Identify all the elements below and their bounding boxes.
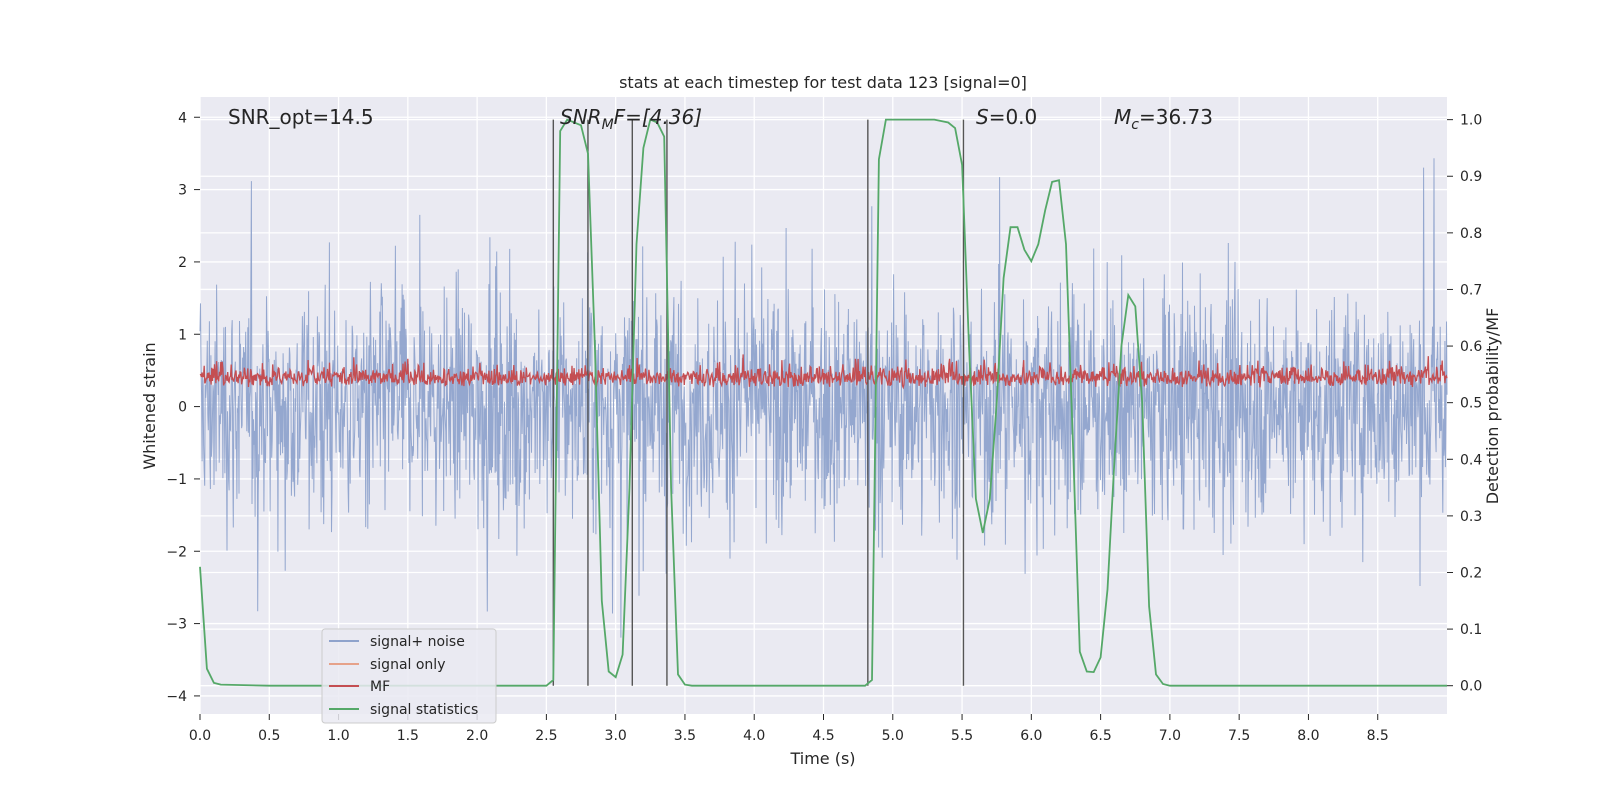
- y-tick-label: 4: [178, 110, 187, 126]
- x-tick-label: 5.0: [882, 728, 904, 744]
- x-tick-label: 1.0: [327, 728, 349, 744]
- mc-base: M: [1114, 105, 1131, 129]
- y2-tick-label: 0.4: [1460, 452, 1482, 468]
- y2-tick-label: 0.7: [1460, 282, 1482, 298]
- x-tick-label: 6.5: [1089, 728, 1111, 744]
- annotation-snr-opt: SNR_opt=14.5: [228, 105, 374, 129]
- x-tick-label: 2.5: [535, 728, 557, 744]
- x-tick-label: 0.0: [189, 728, 211, 744]
- y-tick-label: 2: [178, 255, 187, 271]
- x-axis-label: Time (s): [789, 749, 855, 768]
- y-tick-label: −1: [166, 472, 187, 488]
- y2-tick-label: 0.1: [1460, 622, 1482, 638]
- legend: signal+ noise signal only MF signal stat…: [321, 628, 497, 724]
- y-ticks: 4 3 2 1 0 −1 −2 −3 −4: [166, 110, 200, 705]
- x-tick-label: 3.0: [605, 728, 627, 744]
- y2-tick-label: 0.5: [1460, 396, 1482, 412]
- y2-tick-label: 0.6: [1460, 339, 1482, 355]
- legend-box: [321, 628, 497, 724]
- mf-line: [199, 354, 1448, 390]
- y-tick-label: 3: [178, 183, 187, 199]
- y2-tick-label: 0.0: [1460, 679, 1482, 695]
- annotation-snr-mf: SNRMF=[4.36]: [560, 105, 702, 133]
- chart-title: stats at each timestep for test data 123…: [619, 73, 1027, 92]
- snr-mf-sub: M: [602, 117, 614, 133]
- legend-label-signal-statistics: signal statistics: [370, 702, 478, 718]
- y2-tick-label: 0.8: [1460, 226, 1482, 242]
- x-ticks: 0.0 0.5 1.0 1.5 2.0 2.5 3.0 3.5 4.0 4.5 5.0 5.5 6.0 6…: [189, 714, 1389, 744]
- legend-label-signal-noise: signal+ noise: [370, 634, 465, 650]
- signal-noise-line: [199, 158, 1448, 638]
- y2-tick-label: 0.3: [1460, 509, 1482, 525]
- x-tick-label: 3.5: [674, 728, 696, 744]
- s-rest: =0.0: [989, 105, 1038, 129]
- x-tick-label: 4.5: [812, 728, 834, 744]
- y2-tick-label: 1.0: [1460, 113, 1482, 129]
- y-axis-label: Whitened strain: [140, 342, 159, 469]
- snr-mf-rest: F=[4.36]: [614, 105, 702, 129]
- y-tick-label: 0: [178, 400, 187, 416]
- signal-statistics-line: [199, 118, 1447, 687]
- legend-label-mf: MF: [370, 679, 390, 695]
- y2-ticks: 1.0 0.9 0.8 0.7 0.6 0.5 0.4 0.3 0.2 0.1 0.0: [1447, 113, 1482, 695]
- s-italic: S: [976, 105, 989, 129]
- x-tick-label: 7.0: [1159, 728, 1181, 744]
- mc-rest: =36.73: [1139, 105, 1213, 129]
- x-tick-label: 1.5: [397, 728, 419, 744]
- mf-series: [199, 354, 1448, 390]
- y2-tick-label: 0.2: [1460, 565, 1482, 581]
- y2-axis-label: Detection probability/MF: [1483, 308, 1502, 505]
- x-tick-label: 4.0: [743, 728, 765, 744]
- y-tick-label: −4: [166, 689, 187, 705]
- y-tick-label: 1: [178, 327, 187, 343]
- x-tick-label: 0.5: [258, 728, 280, 744]
- x-tick-label: 2.0: [466, 728, 488, 744]
- x-tick-label: 7.5: [1228, 728, 1250, 744]
- signal-noise-series: [199, 158, 1448, 638]
- y2-tick-label: 0.9: [1460, 169, 1482, 185]
- x-tick-label: 8.0: [1297, 728, 1319, 744]
- annotation-mc: Mc=36.73: [1114, 105, 1213, 133]
- annotation-s: S=0.0: [976, 105, 1037, 129]
- snr-mf-base: SNR: [560, 105, 602, 129]
- y-tick-label: −2: [166, 544, 187, 560]
- x-tick-label: 6.0: [1020, 728, 1042, 744]
- y-tick-label: −3: [166, 617, 187, 633]
- x-tick-label: 5.5: [951, 728, 973, 744]
- mc-sub: c: [1131, 117, 1139, 133]
- legend-label-signal-only: signal only: [370, 657, 445, 673]
- signal-statistics-series: [199, 118, 1447, 687]
- x-tick-label: 8.5: [1367, 728, 1389, 744]
